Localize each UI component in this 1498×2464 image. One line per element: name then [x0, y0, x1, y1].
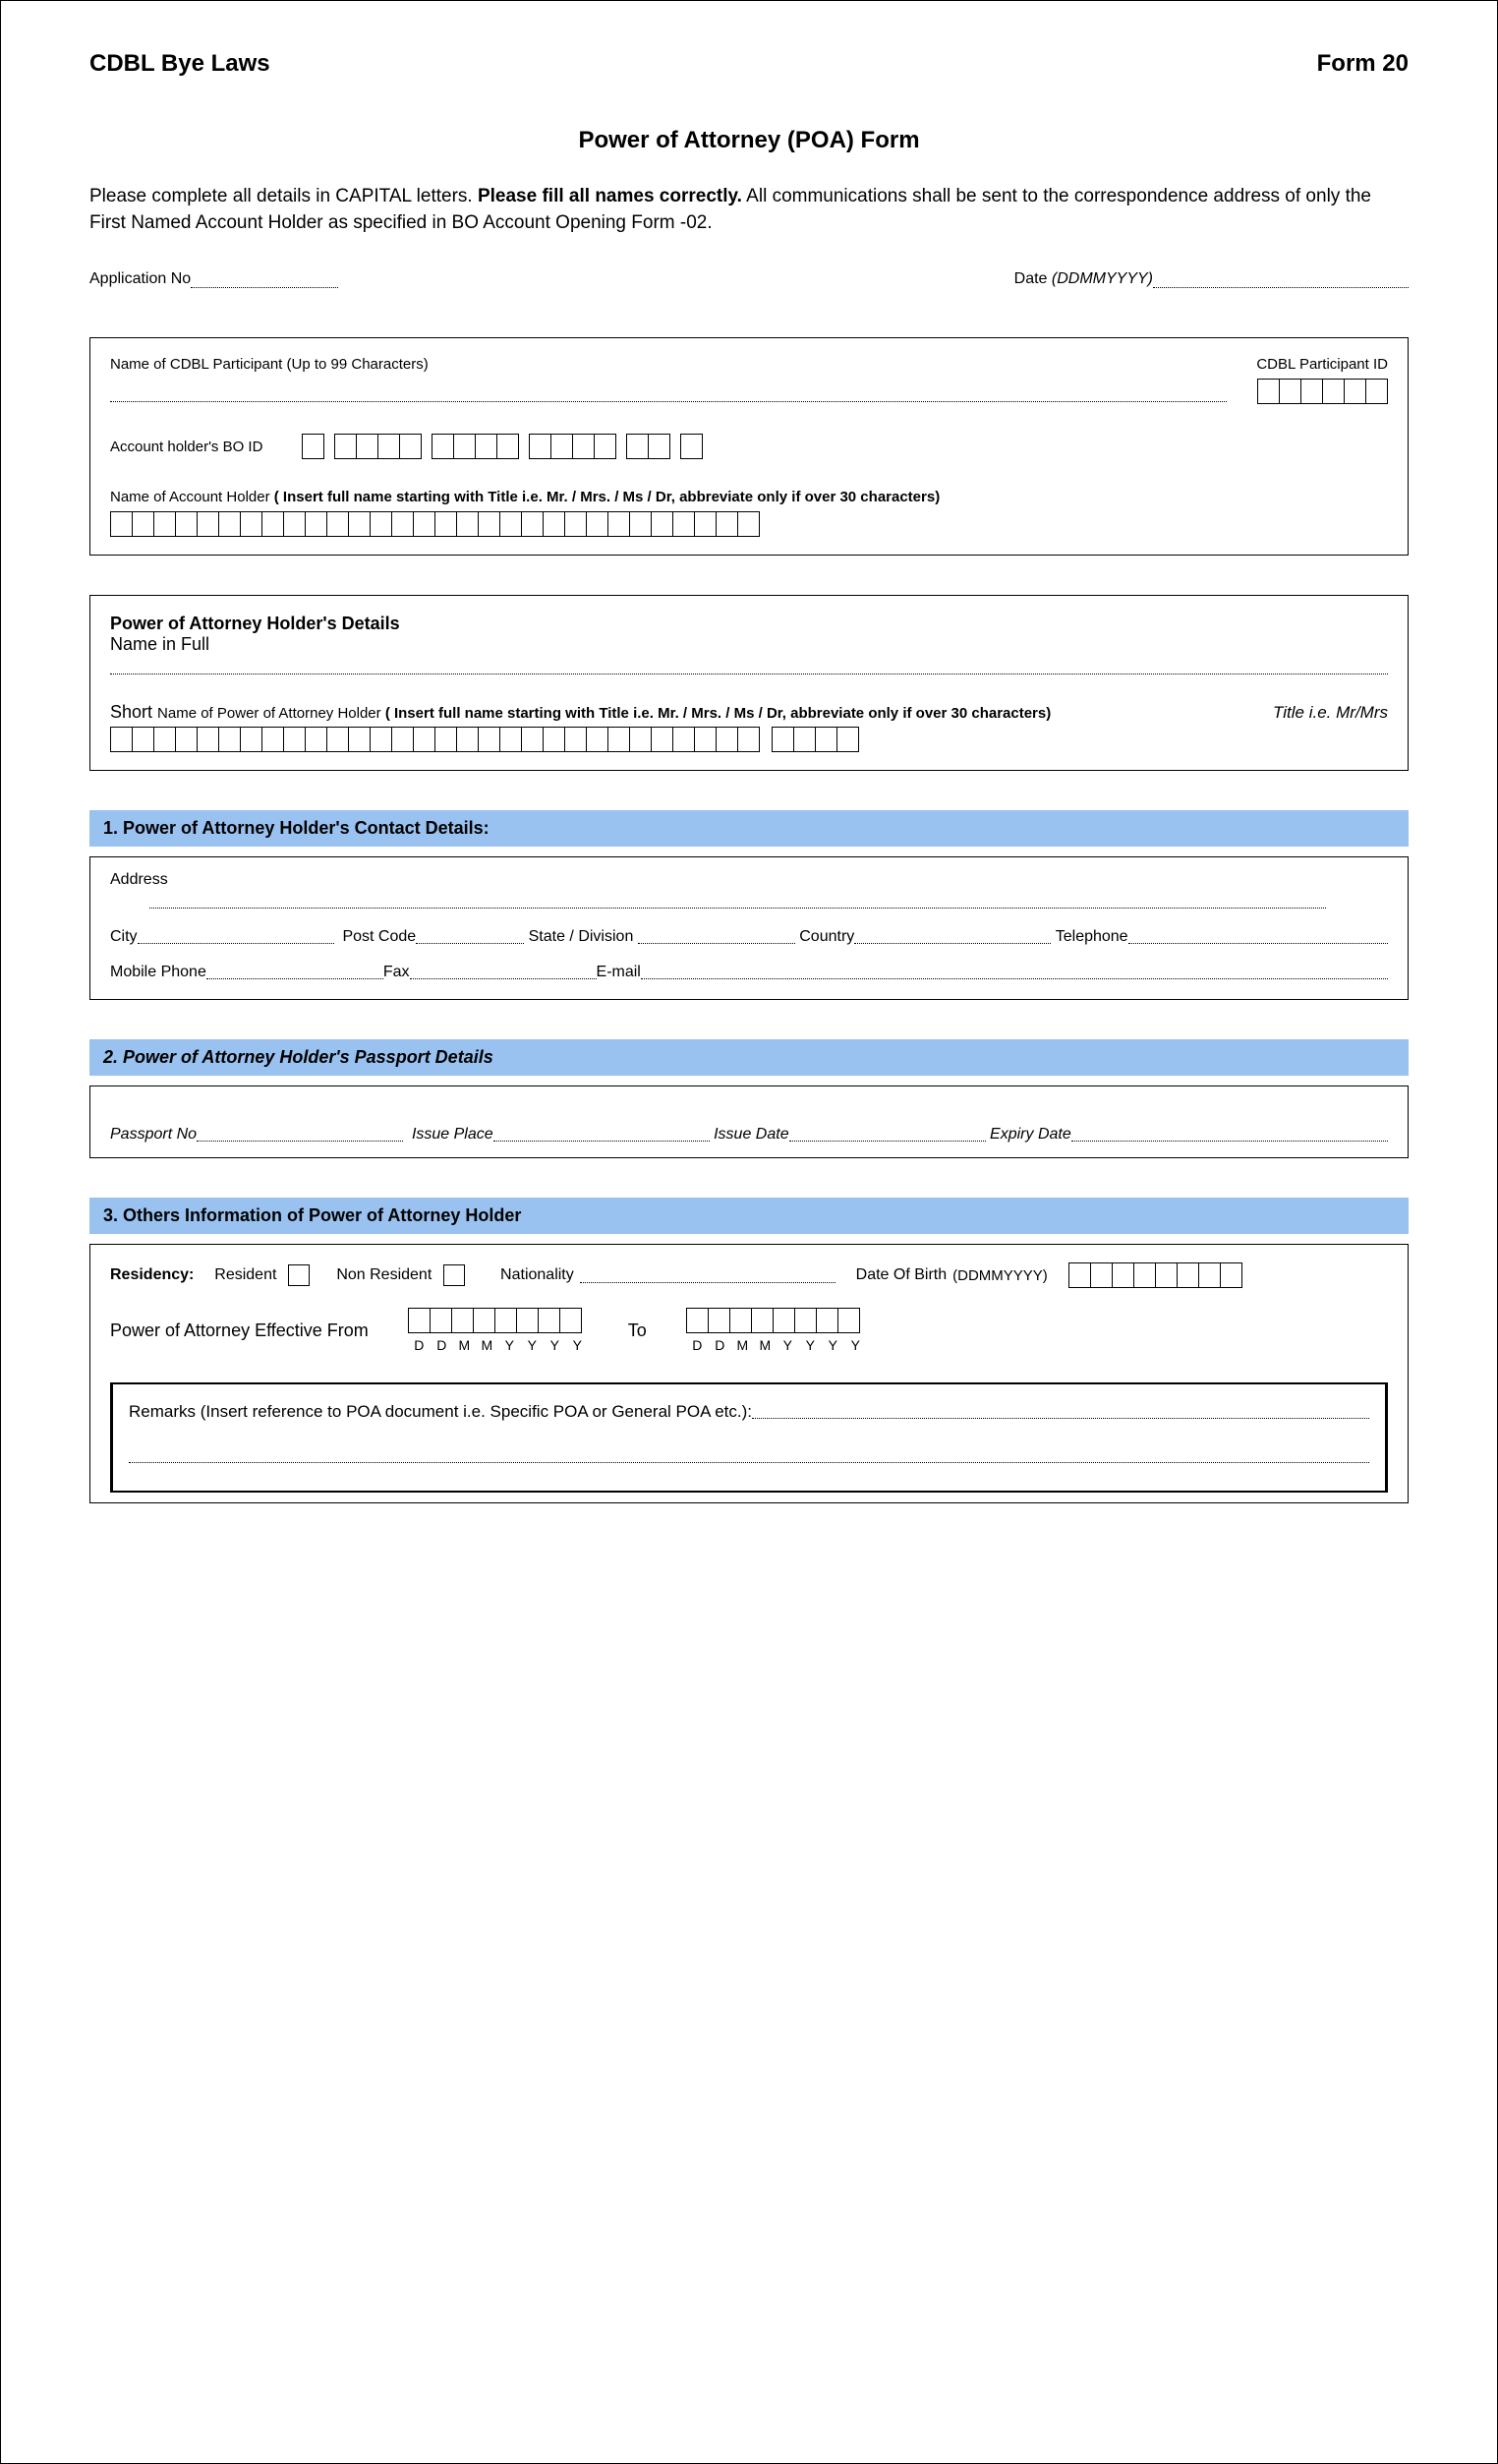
dob-cells[interactable] [1068, 1262, 1242, 1288]
resident-checkbox[interactable] [288, 1264, 310, 1286]
remarks-box: Remarks (Insert reference to POA documen… [110, 1382, 1388, 1493]
effective-to-cells[interactable]: DDMMYYYY [686, 1308, 867, 1353]
name-full-input[interactable] [110, 659, 1388, 675]
dob-format: (DDMMYYYY) [952, 1267, 1048, 1284]
resident-label: Resident [214, 1266, 276, 1284]
holder-name-label-pre: Name of Account Holder [110, 489, 274, 505]
to-label: To [628, 1320, 647, 1341]
address-line3[interactable]: Mobile Phone Fax E-mail [110, 964, 1388, 981]
form-title: Power of Attorney (POA) Form [89, 127, 1409, 154]
participant-box: Name of CDBL Participant (Up to 99 Chara… [89, 337, 1409, 556]
participant-id-label: CDBL Participant ID [1256, 356, 1388, 373]
date-field[interactable]: Date (DDMMYYYY) [1014, 270, 1409, 288]
short-name-cells[interactable] [110, 727, 760, 752]
instructions: Please complete all details in CAPITAL l… [89, 184, 1409, 236]
dob-label: Date Of Birth [856, 1266, 947, 1284]
effective-dates-row: Power of Attorney Effective From DDMMYYY… [110, 1308, 1388, 1353]
participant-name-label: Name of CDBL Participant (Up to 99 Chara… [110, 356, 1227, 373]
address-label: Address [110, 871, 1388, 889]
application-no-label: Application No [89, 270, 191, 287]
bo-id-label: Account holder's BO ID [110, 439, 262, 455]
short-pre: Short [110, 702, 157, 722]
participant-name-input[interactable] [110, 386, 1227, 402]
address-line2[interactable]: City Post Code State / Division Country … [110, 928, 1388, 946]
date-format: (DDMMYYYY) [1052, 270, 1153, 287]
section3-header: 3. Others Information of Power of Attorn… [89, 1198, 1409, 1234]
section2-box: Passport No Issue Place Issue Date Expir… [89, 1085, 1409, 1158]
page-header: CDBL Bye Laws Form 20 [89, 50, 1409, 78]
section2-header: 2. Power of Attorney Holder's Passport D… [89, 1039, 1409, 1076]
header-left: CDBL Bye Laws [89, 50, 270, 78]
nonresident-label: Non Resident [336, 1266, 432, 1284]
section3-box: Residency: Resident Non Resident Nationa… [89, 1244, 1409, 1503]
form-page: CDBL Bye Laws Form 20 Power of Attorney … [0, 0, 1498, 2464]
section1-header: 1. Power of Attorney Holder's Contact De… [89, 810, 1409, 847]
date-label: Date [1014, 270, 1052, 287]
short-bold: ( Insert full name starting with Title i… [385, 705, 1051, 722]
remarks-row1[interactable]: Remarks (Insert reference to POA documen… [129, 1402, 1369, 1422]
short-label: Name of Power of Attorney Holder [157, 705, 385, 722]
instructions-bold: Please fill all names correctly. [478, 186, 742, 206]
effective-from-label: Power of Attorney Effective From [110, 1320, 369, 1341]
instructions-pre: Please complete all details in CAPITAL l… [89, 186, 478, 206]
residency-label: Residency: [110, 1266, 194, 1284]
title-cells[interactable] [772, 727, 859, 752]
holder-name-cells[interactable] [110, 511, 760, 537]
bo-id-cells[interactable] [302, 434, 703, 459]
address-input[interactable] [149, 893, 1388, 909]
nationality-label: Nationality [500, 1266, 574, 1284]
title-hint: Title i.e. Mr/Mrs [1273, 703, 1388, 723]
effective-from-cells[interactable]: DDMMYYYY [408, 1308, 589, 1353]
poa-holder-box: Power of Attorney Holder's Details Name … [89, 595, 1409, 771]
poa-details-heading: Power of Attorney Holder's Details [110, 614, 1388, 634]
section1-box: Address City Post Code State / Division … [89, 856, 1409, 1000]
holder-name-label-bold: ( Insert full name starting with Title i… [274, 489, 940, 505]
app-date-row: Application No Date (DDMMYYYY) [89, 270, 1409, 288]
header-right: Form 20 [1317, 50, 1409, 78]
participant-id-cells[interactable] [1257, 379, 1388, 404]
application-no-field[interactable]: Application No [89, 270, 338, 288]
remarks-row2[interactable] [129, 1447, 1369, 1463]
nonresident-checkbox[interactable] [443, 1264, 465, 1286]
passport-row[interactable]: Passport No Issue Place Issue Date Expir… [110, 1126, 1388, 1144]
name-full-label: Name in Full [110, 634, 1388, 655]
remarks-label: Remarks (Insert reference to POA documen… [129, 1402, 752, 1422]
